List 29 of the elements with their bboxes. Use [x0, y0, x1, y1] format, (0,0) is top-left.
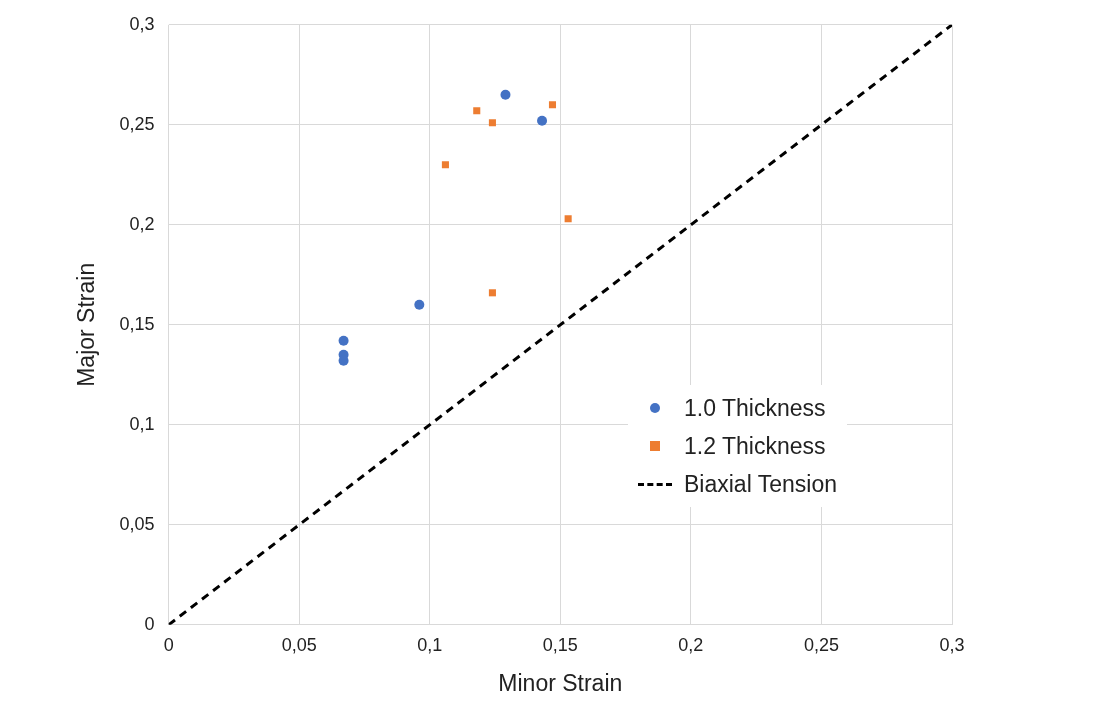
x-tick-label: 0,1	[417, 634, 443, 655]
x-tick-label: 0,2	[678, 634, 704, 655]
point	[564, 215, 572, 223]
x-tick-label: 0,25	[803, 634, 839, 655]
point	[338, 335, 349, 346]
legend-label: 1.0 Thickness	[684, 394, 826, 422]
point	[500, 89, 511, 100]
y-tick-label: 0,1	[129, 413, 155, 434]
legend-label: 1.2 Thickness	[684, 432, 826, 460]
x-tick-label: 0,05	[281, 634, 317, 655]
x-tick-label: 0	[163, 634, 174, 655]
y-tick-label: 0,2	[129, 213, 155, 234]
point	[548, 101, 557, 109]
legend-label: Biaxial Tension	[684, 470, 838, 498]
y-tick-label: 0,05	[119, 513, 155, 534]
y-tick-label: 0,3	[129, 13, 155, 34]
point	[488, 119, 496, 127]
point	[414, 299, 425, 310]
y-tick-label: 0,25	[119, 113, 155, 134]
point	[488, 289, 496, 297]
y-tick-label: 0	[144, 613, 155, 634]
x-tick-label: 0,3	[939, 634, 965, 655]
point	[473, 107, 481, 115]
y-tick-label: 0,15	[119, 313, 155, 334]
point	[537, 115, 548, 126]
point	[441, 161, 449, 169]
x-tick-label: 0,15	[542, 634, 578, 655]
x-axis-title: Minor Strain	[498, 669, 623, 696]
y-axis-title: Major Strain	[73, 262, 100, 387]
